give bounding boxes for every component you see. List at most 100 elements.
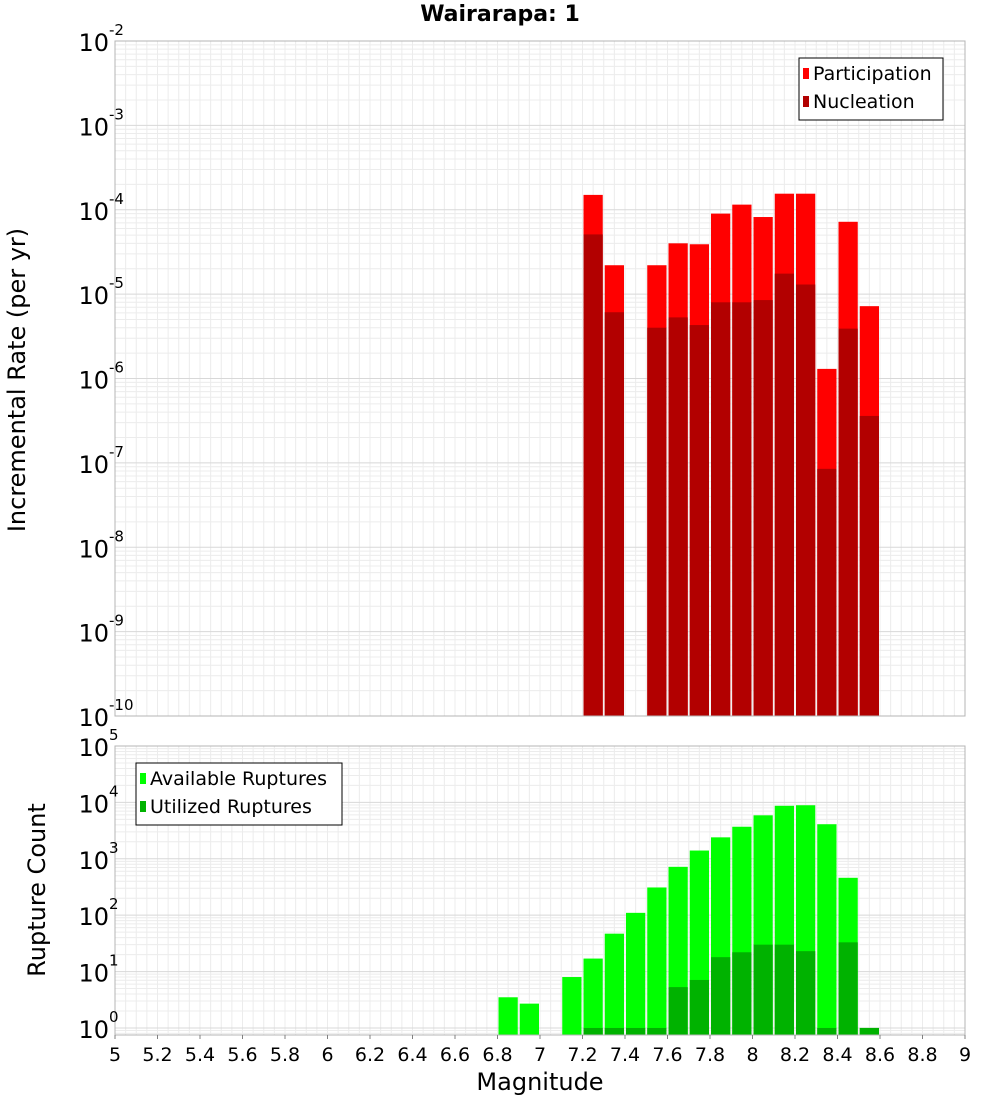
bar-utilized-ruptures [689, 979, 709, 1035]
bar-utilized-ruptures [668, 987, 688, 1035]
plot-frame [114, 40, 966, 717]
y-tick-label: 10 [78, 960, 109, 988]
x-tick-label: 8 [746, 1044, 758, 1066]
y-tick-exponent: -7 [109, 443, 124, 461]
x-tick-label: 8.6 [865, 1044, 895, 1066]
y-tick-exponent: -8 [109, 527, 124, 545]
y-tick-label: 10 [78, 451, 109, 479]
bar-nucleation [647, 327, 667, 716]
legend-box [798, 57, 944, 121]
bar-utilized-ruptures [774, 944, 794, 1035]
x-tick-label: 5.2 [142, 1044, 172, 1066]
bar-utilized-ruptures [796, 951, 816, 1035]
x-tick-label: 7.2 [567, 1044, 597, 1066]
y-tick-exponent: 1 [109, 952, 119, 970]
x-tick-label: 5.8 [270, 1044, 300, 1066]
y-tick-exponent: -4 [109, 190, 124, 208]
bar-utilized-ruptures [859, 1027, 879, 1035]
x-tick-label: 9 [959, 1044, 971, 1066]
bar-utilized-ruptures [604, 1027, 624, 1035]
y-tick-exponent: -3 [109, 105, 124, 123]
x-tick-label: 5 [109, 1044, 121, 1066]
legend-swatch [803, 68, 809, 79]
bar-available-ruptures [498, 997, 518, 1035]
bar-utilized-ruptures [838, 942, 858, 1035]
x-tick-label: 7.4 [610, 1044, 640, 1066]
bar-nucleation [774, 273, 794, 716]
bar-nucleation [796, 284, 816, 716]
y-tick-label: 10 [78, 620, 109, 648]
x-tick-label: 6 [321, 1044, 333, 1066]
bar-utilized-ruptures [817, 1027, 837, 1035]
legend-swatch [803, 96, 809, 107]
bar-nucleation [817, 468, 837, 716]
y-tick-exponent: 3 [109, 839, 119, 857]
y-tick-label: 10 [78, 790, 109, 818]
y-tick-exponent: -2 [109, 21, 124, 39]
legend-label: Utilized Ruptures [150, 796, 312, 818]
bar-utilized-ruptures [753, 944, 773, 1035]
bar-nucleation [732, 302, 752, 716]
count-panel: 10 010 110 210 310 410 55 5.2 5.4 5.6 5.8 6 6.2 6.4 6.… [78, 726, 971, 1066]
bar-available-ruptures [583, 958, 603, 1035]
legend-label: Participation [813, 63, 932, 85]
y-tick-exponent: 0 [109, 1008, 119, 1026]
y-tick-label: 10 [78, 704, 109, 732]
bar-nucleation [838, 328, 858, 716]
bar-utilized-ruptures [583, 1027, 603, 1035]
bar-available-ruptures [519, 1003, 539, 1035]
y-tick-label: 10 [78, 198, 109, 226]
x-tick-label: 7.6 [652, 1044, 682, 1066]
y-tick-label: 10 [78, 847, 109, 875]
x-tick-label: 5.4 [185, 1044, 215, 1066]
legend-label: Nucleation [813, 91, 915, 113]
y-tick-label: 10 [78, 282, 109, 310]
bar-nucleation [668, 317, 688, 716]
legend-box [135, 762, 343, 826]
bar-nucleation [859, 415, 879, 716]
x-tick-label: 8.8 [907, 1044, 937, 1066]
legend-label: Available Ruptures [150, 768, 327, 790]
bar-nucleation [711, 302, 731, 716]
x-tick-label: 6.6 [440, 1044, 470, 1066]
bar-available-ruptures [817, 824, 837, 1035]
y-tick-exponent: 2 [109, 895, 119, 913]
y-tick-label: 10 [78, 1016, 109, 1044]
bar-utilized-ruptures [711, 957, 731, 1035]
x-tick-label: 8.2 [780, 1044, 810, 1066]
x-tick-label: 6.4 [397, 1044, 427, 1066]
y-tick-exponent: 5 [109, 726, 119, 744]
y-tick-label: 10 [78, 535, 109, 563]
bar-nucleation [583, 234, 603, 716]
bar-available-ruptures [604, 933, 624, 1035]
x-tick-label: 5.6 [227, 1044, 257, 1066]
chart-title: Wairarapa: 1 [420, 2, 580, 27]
bar-utilized-ruptures [626, 1027, 646, 1035]
bar-nucleation [753, 300, 773, 716]
y-tick-label: 10 [78, 367, 109, 395]
x-tick-label: 8.4 [822, 1044, 852, 1066]
bar-utilized-ruptures [647, 1027, 667, 1035]
bar-available-ruptures [647, 887, 667, 1035]
x-tick-label: 6.2 [355, 1044, 385, 1066]
y-tick-exponent: 4 [109, 782, 119, 800]
x-tick-label: 6.8 [482, 1044, 512, 1066]
legend: Participation Nucleation [798, 57, 944, 121]
legend: Available Ruptures Utilized Ruptures [135, 762, 343, 826]
bar-utilized-ruptures [732, 952, 752, 1035]
y-tick-exponent: -10 [109, 696, 134, 714]
legend-swatch [140, 773, 146, 784]
bar-available-ruptures [562, 977, 582, 1035]
y-tick-label: 10 [78, 29, 109, 57]
y-tick-exponent: -9 [109, 612, 124, 630]
y-tick-label: 10 [78, 734, 109, 762]
y-tick-exponent: -5 [109, 274, 124, 292]
y-tick-label: 10 [78, 903, 109, 931]
bar-available-ruptures [626, 912, 646, 1035]
x-axis-label: Magnitude [476, 1068, 604, 1096]
x-tick-label: 7.8 [695, 1044, 725, 1066]
bar-nucleation [689, 325, 709, 716]
bar-nucleation [604, 312, 624, 716]
